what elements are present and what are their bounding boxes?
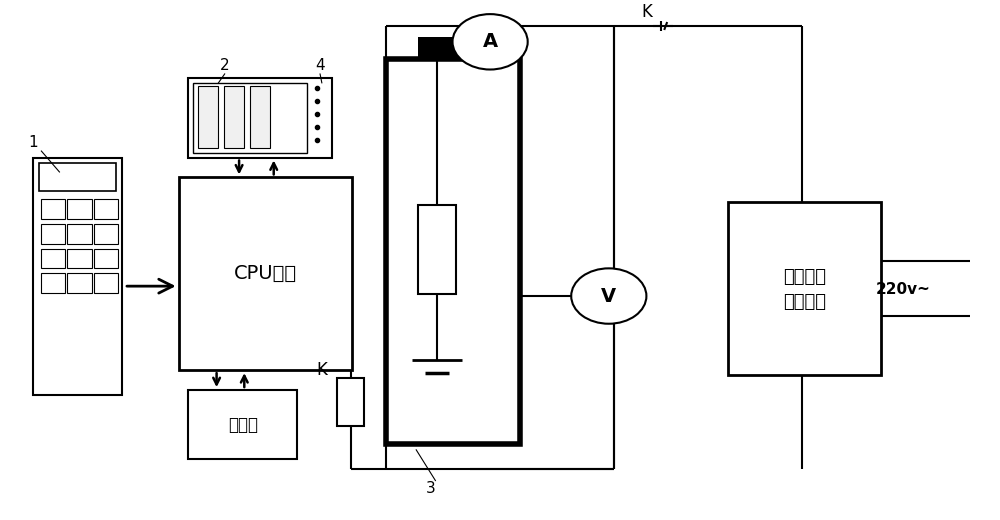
Bar — [728, 202, 881, 375]
Bar — [198, 86, 218, 148]
Bar — [41, 249, 65, 268]
Text: A: A — [483, 32, 498, 51]
Text: K: K — [641, 3, 652, 21]
Bar — [94, 249, 118, 268]
Text: 1: 1 — [28, 135, 38, 150]
Text: 恒流恒压: 恒流恒压 — [783, 268, 826, 286]
Bar — [67, 249, 92, 268]
Text: 4: 4 — [315, 58, 325, 73]
Bar — [94, 274, 118, 293]
Text: V: V — [601, 287, 616, 306]
Bar — [41, 224, 65, 243]
Bar — [418, 37, 488, 59]
Text: CPU模块: CPU模块 — [234, 264, 297, 283]
Bar — [33, 158, 122, 395]
Bar — [67, 274, 92, 293]
Bar — [337, 378, 364, 426]
Bar — [41, 199, 65, 219]
Bar — [94, 199, 118, 219]
Bar — [179, 177, 352, 370]
Bar — [188, 390, 297, 459]
Bar — [386, 59, 520, 445]
Bar — [224, 86, 244, 148]
Text: 3: 3 — [426, 482, 436, 497]
Bar — [193, 83, 307, 152]
Text: K: K — [317, 361, 327, 379]
Bar — [188, 79, 332, 158]
Bar — [67, 199, 92, 219]
Bar — [41, 274, 65, 293]
Text: 2: 2 — [220, 58, 230, 73]
Text: 存储器: 存储器 — [228, 415, 258, 434]
Bar — [418, 205, 456, 294]
Text: 充电模块: 充电模块 — [783, 293, 826, 311]
Ellipse shape — [571, 268, 646, 324]
Text: 220v~: 220v~ — [876, 282, 931, 296]
Bar — [94, 224, 118, 243]
Ellipse shape — [453, 14, 528, 70]
Bar — [250, 86, 270, 148]
Bar — [67, 224, 92, 243]
Bar — [39, 163, 116, 191]
